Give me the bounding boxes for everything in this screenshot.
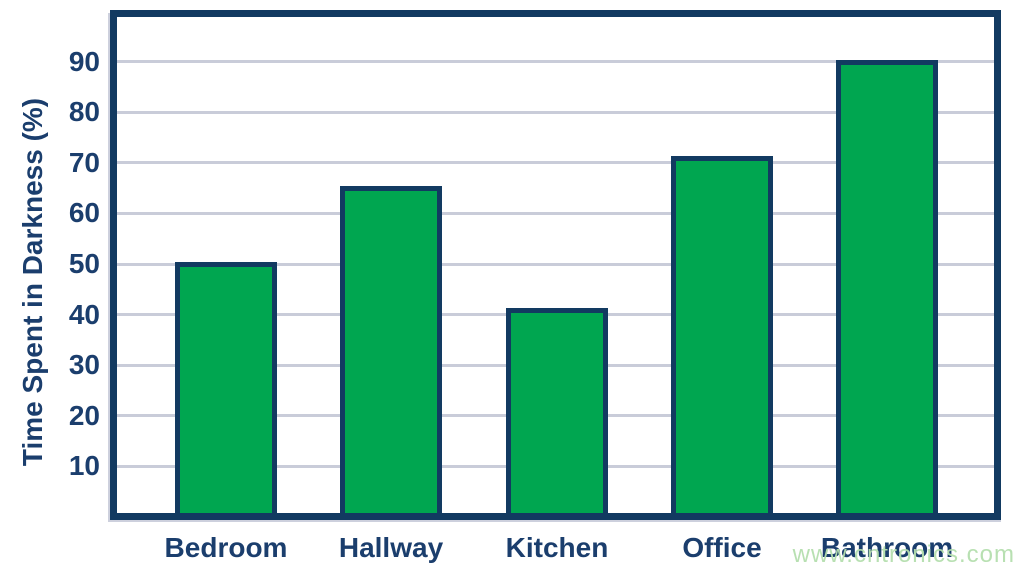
y-tick-label-50: 50 xyxy=(68,248,100,279)
y-tick-label-40: 40 xyxy=(68,298,100,330)
watermark: www.cntronics.com xyxy=(792,541,1015,568)
x-label-kitchen: Kitchen xyxy=(505,532,609,563)
bar-hallway xyxy=(340,186,442,513)
x-label-office: Office xyxy=(682,532,762,563)
y-tick-label-60: 60 xyxy=(68,197,100,229)
x-label-bedroom: Bedroom xyxy=(164,532,288,563)
gridline-70 xyxy=(117,161,994,165)
bar-kitchen xyxy=(506,308,608,513)
gridline-80 xyxy=(117,110,994,114)
bar-bathroom xyxy=(836,60,938,513)
x-label-hallway: Hallway xyxy=(338,532,444,563)
gridline-50 xyxy=(117,262,994,266)
y-tick-label-80: 80 xyxy=(68,96,100,128)
y-tick-label-10: 10 xyxy=(68,450,100,482)
gridline-90 xyxy=(117,60,994,64)
y-tick-label-90: 90 xyxy=(68,45,100,77)
bar-office xyxy=(671,156,773,513)
gridline-60 xyxy=(117,211,994,215)
x-label-bathroom: Bathroom xyxy=(820,532,954,563)
y-tick-label-30: 30 xyxy=(68,349,100,381)
y-tick-label-70: 70 xyxy=(68,146,100,178)
plot-area xyxy=(110,10,1001,520)
plot-inner xyxy=(117,17,994,513)
bar-bedroom xyxy=(175,262,277,513)
y-tick-label-20: 20 xyxy=(68,399,100,431)
